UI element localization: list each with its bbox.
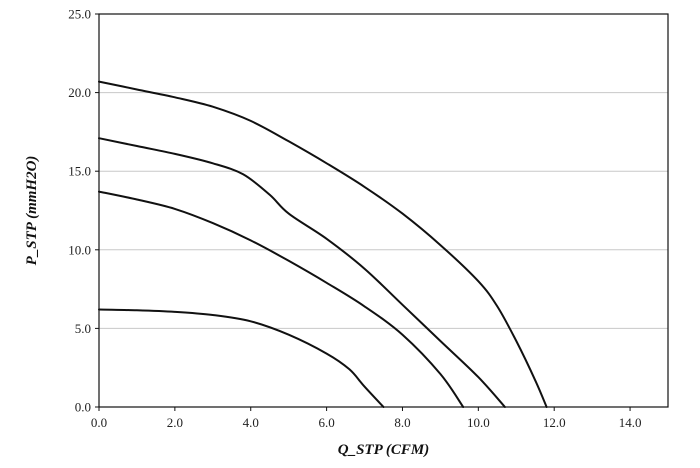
x-tick-label: 4.0 bbox=[243, 415, 259, 430]
x-tick-label: 6.0 bbox=[318, 415, 334, 430]
x-tick-label: 8.0 bbox=[394, 415, 410, 430]
curve-1 bbox=[98, 80, 548, 408]
y-tick-label: 25.0 bbox=[68, 7, 91, 22]
curve-4 bbox=[98, 308, 385, 408]
y-tick-label: 10.0 bbox=[68, 242, 91, 257]
y-tick-label: 15.0 bbox=[68, 164, 91, 179]
y-tick-label: 20.0 bbox=[68, 85, 91, 100]
y-axis-title: P_STP (mmH2O) bbox=[24, 156, 40, 266]
gridlines bbox=[99, 92, 668, 329]
x-tick-label: 0.0 bbox=[91, 415, 107, 430]
x-tick-label: 2.0 bbox=[167, 415, 183, 430]
plot-frame bbox=[98, 13, 669, 408]
x-tick-label: 10.0 bbox=[467, 415, 490, 430]
y-tick-label: 5.0 bbox=[75, 321, 91, 336]
curve-2 bbox=[98, 137, 506, 408]
x-axis-title: Q_STP (CFM) bbox=[338, 442, 430, 458]
x-tick-label: 12.0 bbox=[543, 415, 566, 430]
curve-3 bbox=[98, 190, 465, 408]
curves bbox=[98, 80, 548, 408]
y-tick-label: 0.0 bbox=[75, 400, 91, 415]
axis-ticks: 0.0 5.0 10.0 15.0 20.0 25.0 0.0 2.0 4.0 6.0 8.0 10.… bbox=[68, 7, 641, 431]
x-tick-label: 14.0 bbox=[619, 415, 642, 430]
